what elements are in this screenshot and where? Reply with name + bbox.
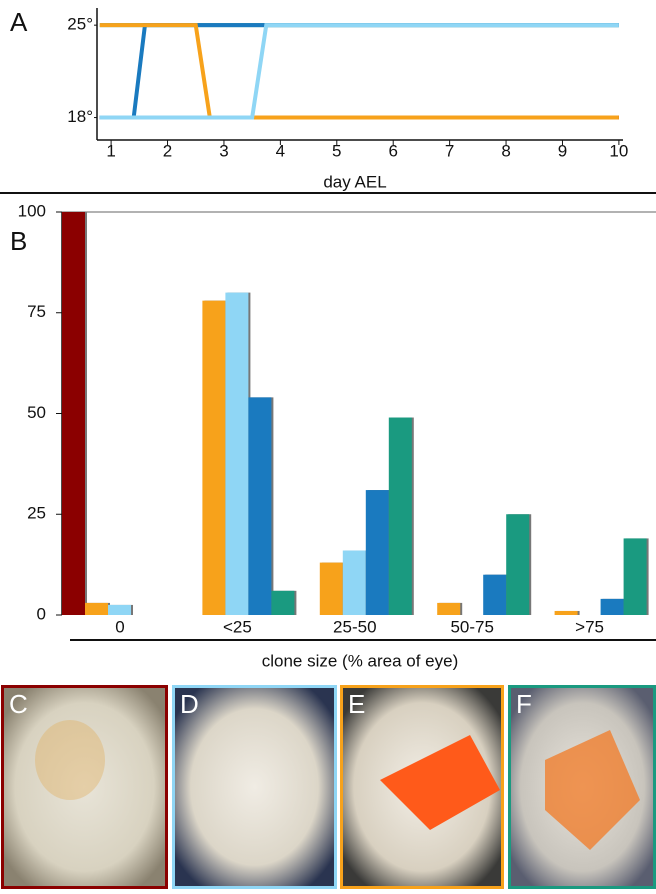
x-tick-label: 0 bbox=[115, 617, 124, 636]
bar bbox=[343, 551, 366, 615]
bar bbox=[555, 611, 578, 615]
x-tick-label: 9 bbox=[558, 141, 567, 160]
bar bbox=[506, 514, 529, 615]
y-tick-label: 75 bbox=[27, 302, 46, 321]
x-tick-label: 4 bbox=[276, 141, 285, 160]
x-tick-label: <25 bbox=[223, 617, 252, 636]
bar bbox=[271, 591, 294, 615]
y-tick-label: 18° bbox=[67, 107, 93, 126]
y-tick-label: 25° bbox=[67, 15, 93, 34]
bar bbox=[437, 603, 460, 615]
bar bbox=[108, 605, 131, 615]
bar bbox=[389, 418, 412, 615]
image-label: D bbox=[180, 689, 199, 719]
bar bbox=[624, 538, 647, 615]
panel-label: A bbox=[10, 7, 28, 37]
x-axis-label: day AEL bbox=[323, 172, 386, 191]
figure: A 18° 25° 1 2 3 4 5 6 7 8 9 10 day AEL B 0 25 50 75 100 0 <25… bbox=[0, 0, 656, 889]
x-tick-label: 2 bbox=[163, 141, 172, 160]
x-tick-label: 7 bbox=[445, 141, 454, 160]
x-tick-label: 25-50 bbox=[333, 617, 376, 636]
eye-pigment bbox=[35, 720, 105, 800]
x-tick-label: 3 bbox=[219, 141, 228, 160]
bar bbox=[202, 301, 225, 615]
x-tick-label: 50-75 bbox=[450, 617, 493, 636]
x-tick-label: >75 bbox=[575, 617, 604, 636]
series-line bbox=[100, 25, 619, 117]
bar bbox=[366, 490, 389, 615]
series-line bbox=[100, 25, 619, 117]
y-tick-label: 25 bbox=[27, 504, 46, 523]
series-line bbox=[100, 25, 619, 117]
panel-label: B bbox=[10, 226, 27, 256]
image-label: F bbox=[516, 689, 532, 719]
bar bbox=[85, 603, 108, 615]
x-tick-label: 10 bbox=[609, 141, 628, 160]
x-tick-label: 8 bbox=[501, 141, 510, 160]
image-panels bbox=[2, 687, 656, 887]
y-tick-label: 0 bbox=[37, 604, 46, 623]
y-tick-label: 50 bbox=[27, 403, 46, 422]
bar bbox=[601, 599, 624, 615]
bar bbox=[62, 212, 85, 615]
image-label: E bbox=[348, 689, 365, 719]
bar bbox=[483, 575, 506, 615]
x-axis-label: clone size (% area of eye) bbox=[262, 651, 459, 670]
x-tick-label: 1 bbox=[106, 141, 115, 160]
bar bbox=[248, 397, 271, 615]
bar bbox=[320, 563, 343, 615]
y-tick-label: 100 bbox=[18, 201, 46, 220]
image-label: C bbox=[9, 689, 28, 719]
bar bbox=[225, 293, 248, 615]
x-tick-label: 6 bbox=[388, 141, 397, 160]
x-tick-label: 5 bbox=[332, 141, 341, 160]
